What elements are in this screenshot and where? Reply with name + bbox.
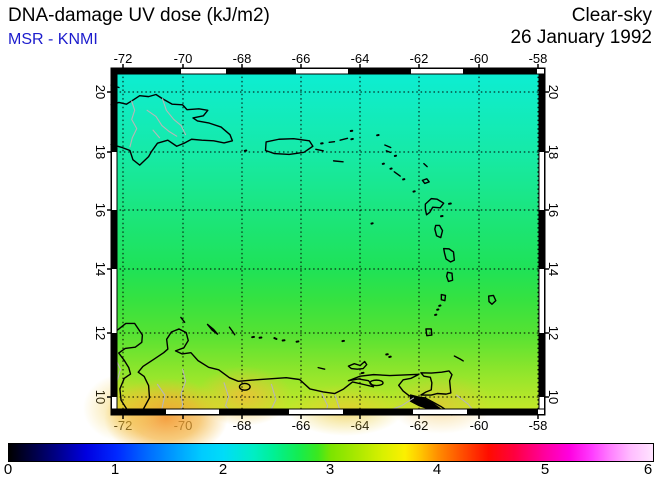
uv-map-svg	[83, 67, 549, 458]
coastline-la-tortuga	[318, 368, 325, 370]
coastline-martinique	[444, 249, 455, 262]
sky-condition-label: Clear-sky	[571, 5, 652, 26]
lesser-antilles-coastlines	[181, 145, 496, 395]
inland-borders-and-rivers	[116, 99, 476, 415]
lon-tick-label-top: -66	[291, 51, 311, 66]
coastline-trinidad	[421, 371, 452, 395]
coastline-vieques	[316, 149, 323, 151]
map-border-zebra	[110, 67, 546, 416]
coastline-st-kitts-nevis	[394, 172, 400, 176]
coastline-hispaniola	[111, 94, 232, 165]
colorbar-tick-label: 5	[540, 461, 550, 478]
coastline-anguilla-st-martin	[385, 145, 391, 152]
axis-tick-marks	[107, 64, 549, 419]
hotspot-venezuela-central	[196, 366, 292, 426]
lon-tick-label-bottom: -58	[528, 418, 548, 433]
coastline-curacao	[207, 324, 217, 334]
data-source-label: MSR - KNMI	[8, 31, 98, 48]
coastline-venezuela-colombia	[111, 323, 452, 414]
border-haiti-dominican	[130, 101, 137, 147]
cays-dots	[245, 131, 451, 373]
uv-dose-hotspots	[83, 366, 493, 458]
lon-tick-label-top: -70	[173, 51, 193, 66]
coastline-grenada	[426, 329, 432, 336]
colorbar-tick-label: 6	[643, 461, 653, 478]
map-plot-area	[83, 67, 549, 458]
coastline-margarita	[348, 362, 366, 370]
uv-dose-colorbar	[8, 443, 654, 462]
hotspot-orinoco-delta	[389, 374, 493, 434]
coastline-st-croix	[334, 161, 343, 162]
colorbar-tick-label: 0	[3, 461, 13, 478]
coastline-aruba	[181, 317, 185, 322]
lon-tick-label-top: -60	[469, 51, 489, 66]
lon-tick-label-top: -68	[232, 51, 252, 66]
page-title: DNA-damage UV dose (kJ/m2)	[8, 5, 270, 26]
coastline-bonaire	[229, 327, 234, 335]
colorbar-tick-label: 2	[218, 461, 228, 478]
coastline-antigua	[422, 179, 429, 184]
coastline-virgin-islands	[329, 138, 347, 142]
gulf-of-cariaco	[370, 380, 383, 385]
coastline-tobago	[454, 356, 463, 361]
date-label: 26 January 1992	[510, 27, 652, 48]
lon-tick-label-top: -72	[113, 51, 133, 66]
hispaniola-province-lines	[147, 99, 185, 138]
lake-valencia	[239, 383, 250, 390]
coastline-st-vincent	[441, 295, 445, 301]
coastline-puerto-rico	[266, 139, 313, 155]
colorbar-tick-label: 1	[110, 461, 120, 478]
coastline-guadeloupe	[425, 199, 443, 215]
graticule-gridlines	[111, 68, 545, 415]
lon-tick-label-top: -64	[350, 51, 370, 66]
colorbar-tick-label: 4	[432, 461, 442, 478]
coastline-dominica	[435, 225, 443, 237]
colorbar-tick-label: 3	[325, 461, 335, 478]
coastline-st-lucia	[447, 272, 453, 281]
small-cays-and-islets	[245, 131, 451, 373]
coastline-barbuda	[424, 164, 427, 167]
lon-tick-label-top: -62	[409, 51, 429, 66]
uv-dose-gradient-field	[111, 68, 545, 415]
coastline-barbados	[489, 295, 496, 304]
lon-tick-label-top: -58	[528, 51, 548, 66]
